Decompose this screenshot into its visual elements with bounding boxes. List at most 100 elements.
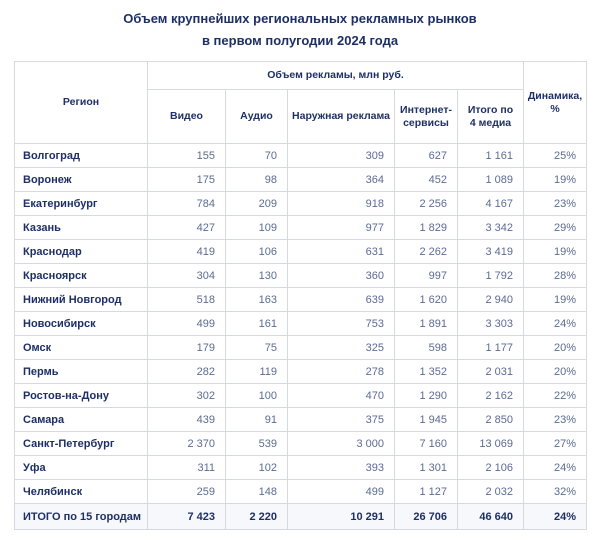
group-header-ad-volume: Объем рекламы, млн руб.: [146, 61, 525, 90]
table-body: Волгоград 155 70 309 627 1 161 25% Ворон…: [14, 143, 588, 504]
dynamics-cell: 28%: [523, 263, 588, 288]
region-cell: Новосибирск: [14, 311, 148, 336]
table-row: Краснодар 419 106 631 2 262 3 419 19%: [14, 239, 588, 264]
internet-cell: 2 256: [394, 191, 458, 216]
outdoor-cell: 977: [287, 215, 395, 240]
total4-cell: 3 303: [456, 311, 525, 336]
table-row: Екатеринбург 784 209 918 2 256 4 167 23%: [14, 191, 588, 216]
internet-cell: 997: [394, 263, 458, 288]
outdoor-cell: 309: [287, 143, 395, 168]
video-cell: 311: [147, 455, 226, 480]
video-cell: 518: [147, 287, 226, 312]
total-internet-cell: 26 706: [394, 503, 458, 530]
total-total4-cell: 46 640: [456, 503, 525, 530]
region-cell: Челябинск: [14, 479, 148, 504]
audio-cell: 75: [225, 335, 288, 360]
region-cell: Омск: [14, 335, 148, 360]
internet-cell: 2 262: [394, 239, 458, 264]
outdoor-cell: 393: [287, 455, 395, 480]
internet-cell: 1 891: [394, 311, 458, 336]
col-header-audio: Аудио: [225, 89, 288, 144]
dynamics-cell: 24%: [523, 455, 588, 480]
internet-cell: 598: [394, 335, 458, 360]
table-row: Нижний Новгород 518 163 639 1 620 2 940 …: [14, 287, 588, 312]
internet-cell: 1 352: [394, 359, 458, 384]
col-header-internet: Интернет-сервисы: [394, 89, 458, 144]
title-line-2: в первом полугодии 2024 года: [201, 33, 399, 48]
total4-cell: 1 161: [456, 143, 525, 168]
table-header: Регион Объем рекламы, млн руб. Динамика,…: [14, 61, 588, 144]
internet-cell: 1 620: [394, 287, 458, 312]
table-footer: ИТОГО по 15 городам 7 423 2 220 10 291 2…: [14, 503, 588, 530]
video-cell: 419: [147, 239, 226, 264]
video-cell: 439: [147, 407, 226, 432]
region-cell: Волгоград: [14, 143, 148, 168]
region-cell: Ростов-на-Дону: [14, 383, 148, 408]
region-cell: Казань: [14, 215, 148, 240]
col-header-dynamics-label: Динамика, %: [527, 89, 583, 115]
audio-cell: 161: [225, 311, 288, 336]
col-header-total4-label: Итого по 4 медиа: [467, 103, 514, 129]
outdoor-cell: 631: [287, 239, 395, 264]
internet-cell: 627: [394, 143, 458, 168]
col-header-video: Видео: [147, 89, 226, 144]
outdoor-cell: 375: [287, 407, 395, 432]
table-row: Ростов-на-Дону 302 100 470 1 290 2 162 2…: [14, 383, 588, 408]
total-dynamics-cell: 24%: [523, 503, 588, 530]
video-cell: 784: [147, 191, 226, 216]
dynamics-cell: 25%: [523, 143, 588, 168]
dynamics-cell: 20%: [523, 359, 588, 384]
audio-cell: 102: [225, 455, 288, 480]
total4-cell: 2 850: [456, 407, 525, 432]
total4-cell: 3 342: [456, 215, 525, 240]
col-header-outdoor: Наружная реклама: [287, 89, 395, 144]
dynamics-cell: 32%: [523, 479, 588, 504]
outdoor-cell: 325: [287, 335, 395, 360]
total4-cell: 1 089: [456, 167, 525, 192]
dynamics-cell: 27%: [523, 431, 588, 456]
outdoor-cell: 753: [287, 311, 395, 336]
audio-cell: 163: [225, 287, 288, 312]
internet-cell: 1 945: [394, 407, 458, 432]
region-cell: Екатеринбург: [14, 191, 148, 216]
outdoor-cell: 364: [287, 167, 395, 192]
table-row: Пермь 282 119 278 1 352 2 031 20%: [14, 359, 588, 384]
outdoor-cell: 918: [287, 191, 395, 216]
total4-cell: 4 167: [456, 191, 525, 216]
internet-cell: 1 301: [394, 455, 458, 480]
total4-cell: 3 419: [456, 239, 525, 264]
col-header-dynamics: Динамика, %: [523, 61, 588, 144]
regional-ad-market-table: Регион Объем рекламы, млн руб. Динамика,…: [14, 61, 588, 530]
audio-cell: 98: [225, 167, 288, 192]
table-row: Красноярск 304 130 360 997 1 792 28%: [14, 263, 588, 288]
outdoor-cell: 3 000: [287, 431, 395, 456]
dynamics-cell: 24%: [523, 311, 588, 336]
internet-cell: 1 127: [394, 479, 458, 504]
region-cell: Уфа: [14, 455, 148, 480]
audio-cell: 70: [225, 143, 288, 168]
total4-cell: 2 031: [456, 359, 525, 384]
video-cell: 302: [147, 383, 226, 408]
outdoor-cell: 278: [287, 359, 395, 384]
chart-title: Объем крупнейших региональных рекламных …: [0, 0, 600, 52]
region-cell: Краснодар: [14, 239, 148, 264]
audio-cell: 209: [225, 191, 288, 216]
dynamics-cell: 19%: [523, 239, 588, 264]
outdoor-cell: 499: [287, 479, 395, 504]
total4-cell: 1 177: [456, 335, 525, 360]
video-cell: 304: [147, 263, 226, 288]
col-header-region: Регион: [14, 61, 148, 144]
audio-cell: 119: [225, 359, 288, 384]
total4-cell: 2 940: [456, 287, 525, 312]
internet-cell: 7 160: [394, 431, 458, 456]
total4-cell: 1 792: [456, 263, 525, 288]
video-cell: 259: [147, 479, 226, 504]
dynamics-cell: 29%: [523, 215, 588, 240]
table-row: Челябинск 259 148 499 1 127 2 032 32%: [14, 479, 588, 504]
region-cell: Пермь: [14, 359, 148, 384]
table-row: Воронеж 175 98 364 452 1 089 19%: [14, 167, 588, 192]
video-cell: 427: [147, 215, 226, 240]
outdoor-cell: 639: [287, 287, 395, 312]
video-cell: 2 370: [147, 431, 226, 456]
audio-cell: 148: [225, 479, 288, 504]
